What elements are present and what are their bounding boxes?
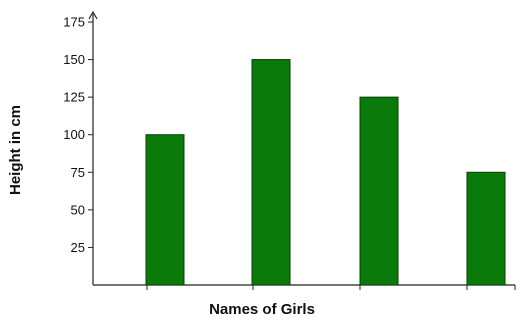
y-tick-label: 25 <box>71 240 85 255</box>
x-axis <box>93 284 516 290</box>
bar <box>145 134 185 286</box>
x-axis-label: Names of Girls <box>209 301 315 318</box>
bar <box>251 59 291 286</box>
y-axis: 25 50 75 100 125 150 175 <box>63 10 98 285</box>
y-tick-label: 50 <box>71 202 85 217</box>
bar <box>466 171 506 286</box>
y-tick-label: 75 <box>71 165 85 180</box>
bar <box>359 96 399 286</box>
y-axis-label: Height in cm <box>7 105 24 195</box>
y-tick-label: 175 <box>63 15 85 30</box>
y-tick-label: 125 <box>63 90 85 105</box>
y-tick-label: 150 <box>63 52 85 67</box>
bars <box>145 59 506 286</box>
y-axis-arrow <box>88 10 98 20</box>
y-tick-label: 100 <box>63 127 85 142</box>
